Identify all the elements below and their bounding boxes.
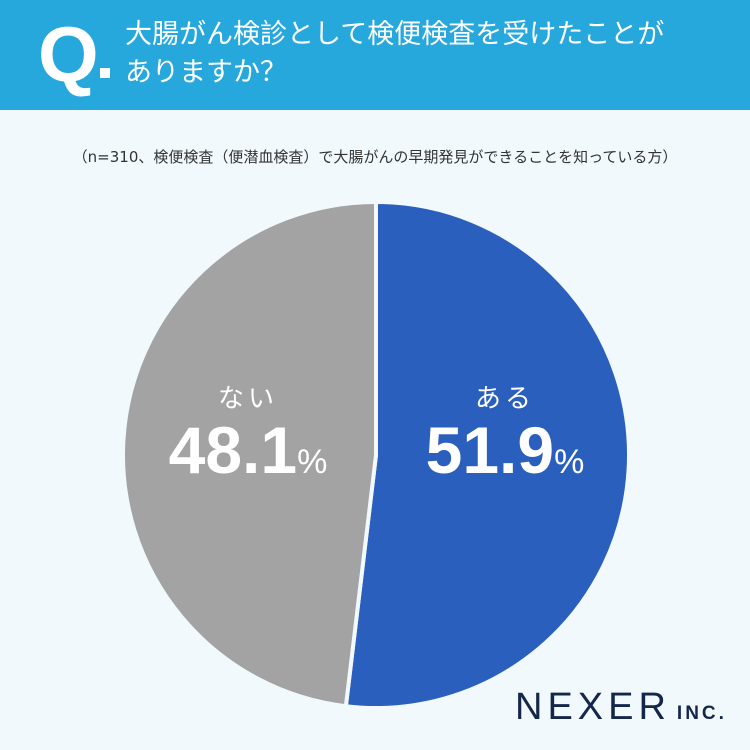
label-no: ない 48.1% — [158, 378, 338, 497]
label-yes-category: ある — [474, 384, 535, 414]
question-title: 大腸がん検診として検便検査を受けたことが ありますか？ — [125, 16, 735, 92]
logo-name: NEXER — [515, 686, 671, 728]
q-dot — [100, 68, 110, 78]
label-no-category: ない — [217, 384, 278, 414]
sample-note: （n=310、検便検査（便潜血検査）で大腸がんの早期発見ができることを知っている… — [72, 148, 678, 166]
question-line-1: 大腸がん検診として検便検査を受けたことが — [125, 19, 665, 50]
question-header: Q 大腸がん検診として検便検査を受けたことが ありますか？ — [0, 0, 750, 110]
q-mark: Q — [38, 10, 99, 98]
label-no-value: 48.1% — [168, 413, 328, 487]
slice-yes — [343, 200, 631, 710]
nexer-logo: NEXER INC. — [515, 686, 727, 729]
label-yes: ある 51.9% — [410, 378, 600, 497]
logo-suffix: INC. — [676, 703, 727, 724]
question-line-2: ありますか？ — [125, 57, 287, 88]
label-yes-value: 51.9% — [425, 413, 585, 487]
slice-no — [121, 200, 378, 709]
